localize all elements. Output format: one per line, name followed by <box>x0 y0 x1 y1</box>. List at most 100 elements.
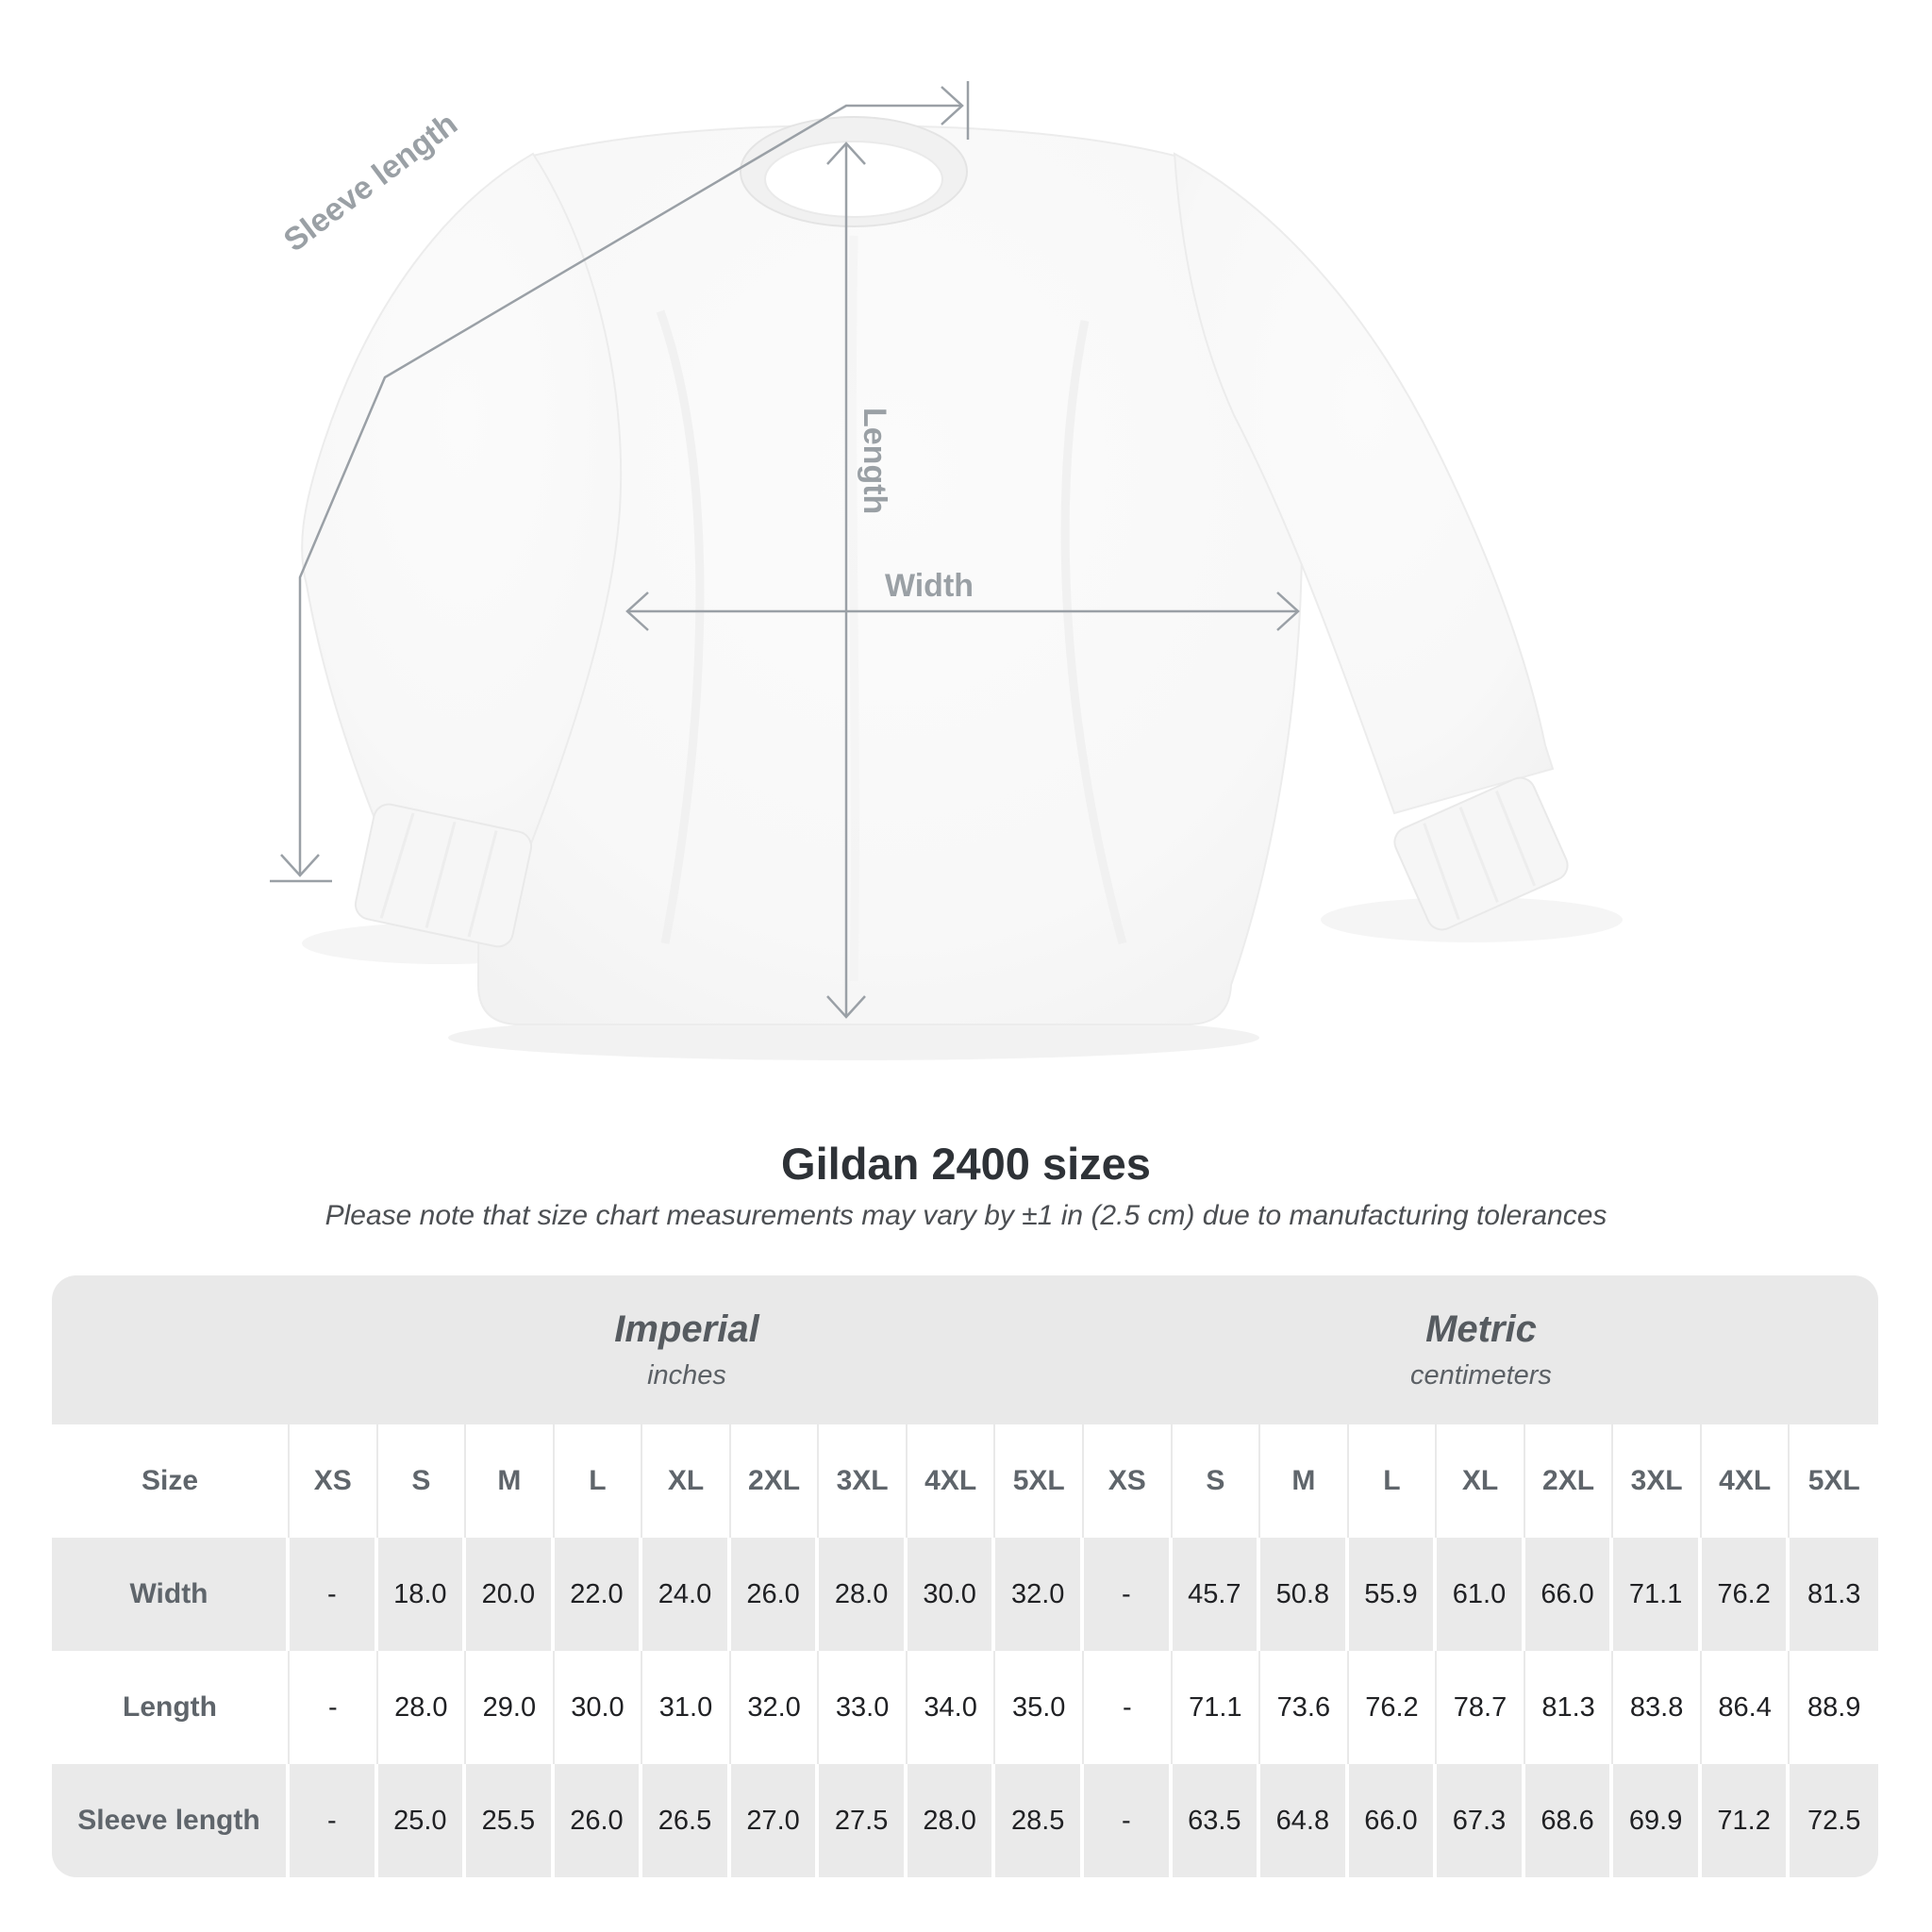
value-cell: 26.0 <box>555 1764 643 1877</box>
size-table: Imperial inches Metric centimeters Size X… <box>52 1275 1878 1877</box>
value-cell: 33.0 <box>819 1651 908 1764</box>
size-header-metric-3xl: 3XL <box>1613 1424 1702 1538</box>
value-cell: 73.6 <box>1260 1651 1349 1764</box>
value-cell: 28.5 <box>995 1764 1084 1877</box>
value-cell: - <box>290 1764 378 1877</box>
value-cell: - <box>1084 1651 1173 1764</box>
imperial-group-unit: inches <box>647 1360 726 1391</box>
value-cell: 67.3 <box>1437 1764 1525 1877</box>
value-cell: 28.0 <box>378 1651 467 1764</box>
value-cell: 25.5 <box>466 1764 555 1877</box>
value-cell: 88.9 <box>1807 1691 1861 1723</box>
page-title: Gildan 2400 sizes <box>781 1139 1151 1189</box>
value-cell: 76.2 <box>1349 1651 1438 1764</box>
size-header-imperial-m: M <box>466 1424 555 1538</box>
value-cell: 69.9 <box>1613 1764 1702 1877</box>
value-cell: 61.0 <box>1437 1538 1525 1651</box>
value-cell: 22.0 <box>555 1538 643 1651</box>
value-cell: 26.5 <box>642 1764 731 1877</box>
value-cell: 25.0 <box>378 1764 467 1877</box>
value-cell: 78.7 <box>1437 1651 1525 1764</box>
value-cell: 30.0 <box>555 1651 643 1764</box>
value-cell: 76.2 <box>1702 1538 1790 1651</box>
imperial-group-name: Imperial <box>614 1308 759 1350</box>
size-header-imperial-5xl: 5XL <box>995 1424 1084 1538</box>
value-cell: 28.0 <box>819 1538 908 1651</box>
size-header-metric-xl: XL <box>1437 1424 1525 1538</box>
value-cell: 45.7 <box>1173 1538 1261 1651</box>
value-cell: 32.0 <box>995 1538 1084 1651</box>
size-header-imperial-xl: XL <box>642 1424 731 1538</box>
length-label: Length <box>857 408 892 514</box>
value-cell: 27.0 <box>731 1764 820 1877</box>
value-cell: 71.1 <box>1173 1651 1261 1764</box>
row-label: Sleeve length <box>52 1764 290 1877</box>
metric-group-name: Metric <box>1425 1308 1537 1350</box>
shirt-left-cuff <box>354 803 533 948</box>
value-cell: 35.0 <box>995 1651 1084 1764</box>
size-header-imperial-l: L <box>555 1424 643 1538</box>
sleeve-length-arrow <box>270 81 970 883</box>
value-cell: - <box>290 1538 378 1651</box>
table-row-sleeve-length: Sleeve length -25.0 25.5 26.0 26.5 27.0 27.5 28… <box>52 1764 1878 1877</box>
row-label: Length <box>52 1651 290 1764</box>
size-header-metric-s: S <box>1173 1424 1261 1538</box>
value-cell: 81.3 <box>1807 1578 1861 1609</box>
value-cell: 81.3 <box>1525 1651 1614 1764</box>
value-cell: 68.6 <box>1525 1764 1614 1877</box>
value-cell: 72.5 <box>1807 1805 1861 1836</box>
value-cell: 29.0 <box>466 1651 555 1764</box>
size-header-imperial-s: S <box>378 1424 467 1538</box>
value-cell: 31.0 <box>642 1651 731 1764</box>
value-cell: 28.0 <box>908 1764 996 1877</box>
size-header-imperial-4xl: 4XL <box>908 1424 996 1538</box>
value-cell: 71.1 <box>1613 1538 1702 1651</box>
value-cell: 24.0 <box>642 1538 731 1651</box>
value-cell: 86.4 <box>1702 1651 1790 1764</box>
value-cell: 50.8 <box>1260 1538 1349 1651</box>
size-header-imperial-xs: XS <box>290 1424 378 1538</box>
shirt-right-sleeve <box>1173 152 1555 815</box>
value-cell: 20.0 <box>466 1538 555 1651</box>
value-cell: 66.0 <box>1525 1538 1614 1651</box>
row-label: Width <box>52 1538 290 1651</box>
unit-group-band: Imperial inches Metric centimeters <box>52 1275 1878 1424</box>
shirt-left-sleeve <box>301 152 623 853</box>
value-cell: 27.5 <box>819 1764 908 1877</box>
size-header-imperial-3xl: 3XL <box>819 1424 908 1538</box>
metric-group-header: Metric centimeters <box>1084 1275 1878 1424</box>
size-header-imperial-2xl: 2XL <box>731 1424 820 1538</box>
width-arrow <box>625 591 1300 631</box>
shirt-collar <box>740 116 968 227</box>
table-row-width: Width -18.0 20.0 22.0 24.0 26.0 28.0 30.0 32.0-4… <box>52 1538 1878 1651</box>
value-cell: - <box>290 1651 378 1764</box>
shirt-right-cuff <box>1393 776 1569 931</box>
size-header-metric-m: M <box>1260 1424 1349 1538</box>
width-label: Width <box>885 568 974 604</box>
length-arrow <box>826 142 866 1019</box>
table-row-length: Length -28.0 29.0 30.0 31.0 32.0 33.0 34.0 35.0-… <box>52 1651 1878 1764</box>
band-spacer <box>52 1275 290 1424</box>
shirt-diagram: Sleeve length Length Width <box>270 81 1623 1060</box>
size-header-metric-xs: XS <box>1084 1424 1173 1538</box>
size-header-metric-5xl: 5XL <box>1807 1465 1860 1496</box>
tolerance-note: Please note that size chart measurements… <box>325 1200 1607 1231</box>
value-cell: 26.0 <box>731 1538 820 1651</box>
value-cell: - <box>1084 1764 1173 1877</box>
size-header-metric-l: L <box>1349 1424 1438 1538</box>
value-cell: 71.2 <box>1702 1764 1790 1877</box>
value-cell: - <box>1084 1538 1173 1651</box>
value-cell: 83.8 <box>1613 1651 1702 1764</box>
value-cell: 55.9 <box>1349 1538 1438 1651</box>
value-cell: 63.5 <box>1173 1764 1261 1877</box>
value-cell: 18.0 <box>378 1538 467 1651</box>
size-header-metric-4xl: 4XL <box>1702 1424 1790 1538</box>
value-cell: 64.8 <box>1260 1764 1349 1877</box>
value-cell: 32.0 <box>731 1651 820 1764</box>
shirt-illustration: Sleeve length Length Width <box>270 81 1623 1060</box>
metric-group-unit: centimeters <box>1410 1360 1552 1391</box>
table-header-row: Size XS S M L XL 2XL 3XL 4XL 5XL XS S M L XL 2XL 3XL 4XL 5… <box>52 1424 1878 1538</box>
value-cell: 30.0 <box>908 1538 996 1651</box>
size-column-header: Size <box>52 1424 290 1538</box>
